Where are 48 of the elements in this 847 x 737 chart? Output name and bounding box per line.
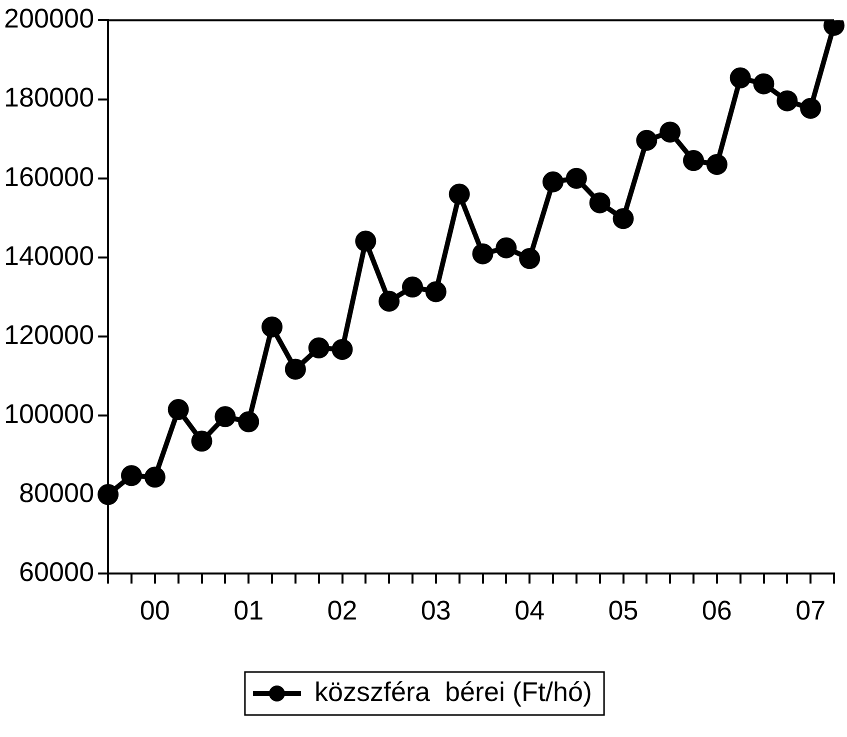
x-tick-label: 02 (327, 595, 358, 626)
point (660, 122, 681, 143)
point (168, 399, 189, 420)
y-tick-label: 200000 (4, 4, 94, 34)
point (262, 316, 283, 338)
point (753, 73, 774, 94)
point (144, 466, 166, 488)
point (542, 171, 564, 192)
x-tick-label: 01 (234, 595, 264, 626)
point (238, 411, 260, 432)
point (332, 338, 353, 360)
point (612, 208, 634, 230)
x-tick-label: 07 (796, 595, 826, 626)
point (472, 243, 494, 264)
point (191, 430, 212, 452)
y-tick-label: 180000 (4, 82, 94, 113)
point (284, 358, 306, 380)
y-tick-label: 60000 (19, 557, 94, 588)
x-tick-label: 04 (514, 595, 545, 626)
x-tick-label: 05 (608, 595, 638, 626)
point (683, 150, 704, 172)
y-tick-label: 100000 (4, 398, 94, 429)
y-tick-label: 120000 (4, 320, 94, 350)
point (519, 248, 540, 270)
y-tick-label: 160000 (4, 162, 94, 192)
y-tick-label: 80000 (19, 478, 94, 508)
point (730, 67, 751, 88)
point (214, 406, 236, 428)
point (589, 192, 610, 214)
point (378, 290, 400, 312)
point (566, 168, 587, 189)
point (308, 337, 330, 358)
legend-label: közszféra bérei (Ft/hó) (314, 676, 592, 707)
point (496, 237, 517, 258)
point (776, 90, 798, 112)
point (355, 230, 376, 252)
point (402, 276, 424, 298)
point (121, 465, 142, 486)
point (706, 154, 728, 175)
y-tick-label: 140000 (4, 240, 94, 271)
x-tick-label: 00 (140, 595, 170, 626)
point (800, 98, 822, 119)
point (636, 130, 658, 151)
point (448, 184, 470, 205)
point (425, 281, 446, 302)
x-tick-label: 03 (420, 595, 451, 626)
point (98, 484, 119, 506)
x-tick-label: 06 (702, 595, 732, 626)
